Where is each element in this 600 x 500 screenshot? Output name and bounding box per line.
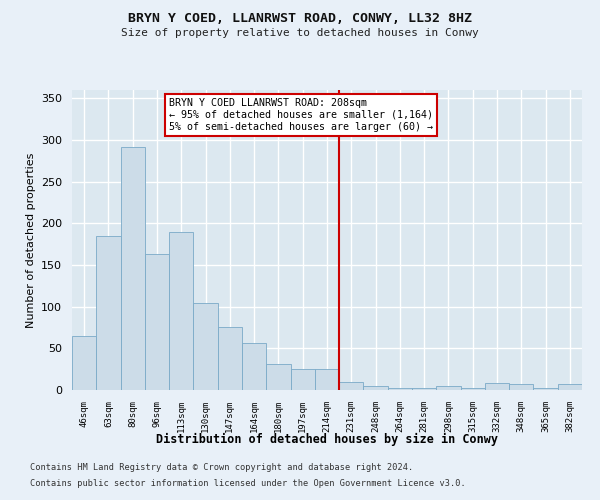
Bar xyxy=(315,369,339,390)
Bar xyxy=(169,232,193,390)
Bar xyxy=(96,236,121,390)
Text: Size of property relative to detached houses in Conwy: Size of property relative to detached ho… xyxy=(121,28,479,38)
Bar xyxy=(218,326,242,390)
Bar xyxy=(72,336,96,390)
Bar xyxy=(461,388,485,390)
Text: Distribution of detached houses by size in Conwy: Distribution of detached houses by size … xyxy=(156,432,498,446)
Bar xyxy=(193,304,218,390)
Y-axis label: Number of detached properties: Number of detached properties xyxy=(26,152,35,328)
Text: Contains HM Land Registry data © Crown copyright and database right 2024.: Contains HM Land Registry data © Crown c… xyxy=(30,464,413,472)
Text: BRYN Y COED LLANRWST ROAD: 208sqm
← 95% of detached houses are smaller (1,164)
5: BRYN Y COED LLANRWST ROAD: 208sqm ← 95% … xyxy=(169,98,433,132)
Bar xyxy=(290,369,315,390)
Bar xyxy=(412,388,436,390)
Bar xyxy=(364,386,388,390)
Bar xyxy=(388,388,412,390)
Bar xyxy=(121,146,145,390)
Bar xyxy=(339,382,364,390)
Bar xyxy=(145,254,169,390)
Bar xyxy=(509,384,533,390)
Text: BRYN Y COED, LLANRWST ROAD, CONWY, LL32 8HZ: BRYN Y COED, LLANRWST ROAD, CONWY, LL32 … xyxy=(128,12,472,26)
Bar xyxy=(485,384,509,390)
Bar xyxy=(242,342,266,390)
Bar xyxy=(266,364,290,390)
Bar xyxy=(436,386,461,390)
Text: Contains public sector information licensed under the Open Government Licence v3: Contains public sector information licen… xyxy=(30,478,466,488)
Bar xyxy=(558,384,582,390)
Bar xyxy=(533,388,558,390)
